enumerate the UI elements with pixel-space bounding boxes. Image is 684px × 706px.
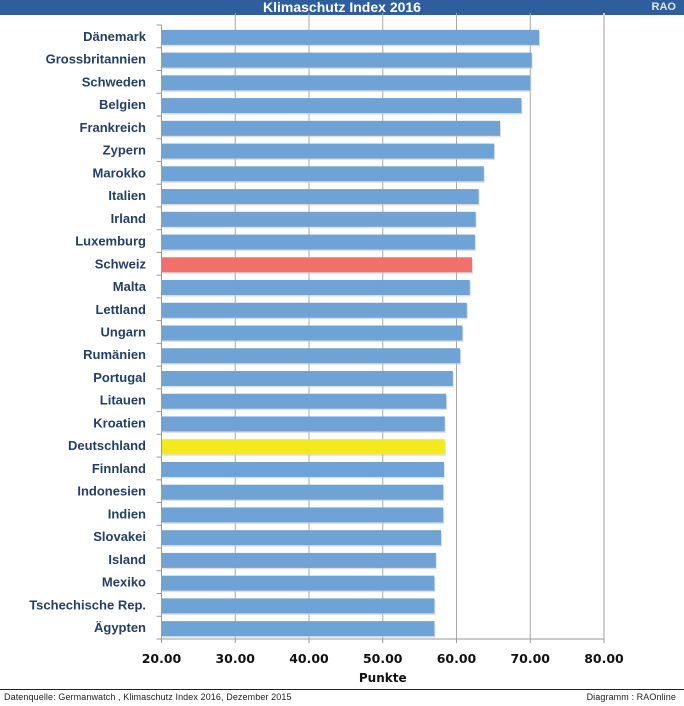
x-tick-label: 80.00 [584, 651, 624, 666]
bar-chart: Dänemark Grossbritannien Schweden Belgien Fr… [29, 13, 624, 685]
category-label: Litauen [100, 393, 146, 408]
diagram-credit: Diagramm : RAOnline [586, 692, 676, 702]
bar-portugal [161, 370, 453, 386]
category-label: Ägypten [94, 620, 146, 635]
bar-indonesien [161, 484, 444, 500]
x-axis-title: Punkte [359, 671, 407, 685]
category-label: Zypern [103, 143, 146, 158]
brand-logo: RAO [651, 1, 676, 13]
category-label: Dänemark [83, 29, 147, 44]
category-label: Lettland [95, 302, 146, 317]
bar-belgien [161, 98, 522, 114]
bar-zypern [161, 143, 495, 159]
bar-lettland [161, 302, 467, 318]
bar-ägypten [161, 621, 435, 637]
bar-indien [161, 507, 444, 523]
bar-marokko [161, 166, 484, 182]
bar-tschechische-rep- [161, 598, 435, 614]
category-label: Finnland [92, 461, 146, 476]
axes [156, 24, 605, 643]
category-label: Marokko [93, 165, 147, 180]
category-label: Rumänien [83, 347, 146, 362]
bar-irland [161, 211, 476, 227]
bar-frankreich [161, 120, 501, 136]
x-tick-label: 60.00 [437, 651, 477, 666]
bar-litauen [161, 393, 447, 409]
bar-malta [161, 280, 470, 296]
category-label: Ungarn [101, 325, 147, 340]
category-label: Kroatien [93, 415, 146, 430]
x-tick-label: 30.00 [215, 651, 255, 666]
x-tick-label: 50.00 [363, 651, 403, 666]
category-label: Belgien [99, 97, 146, 112]
data-source: Datenquelle: Germanwatch , Klimaschutz I… [4, 692, 292, 702]
category-label: Schweden [82, 74, 146, 89]
footer-divider [0, 689, 684, 690]
category-label: Portugal [93, 370, 146, 385]
category-labels: Dänemark Grossbritannien Schweden Belgien Fr… [29, 29, 147, 635]
category-label: Grossbritannien [46, 52, 146, 67]
category-label: Deutschland [68, 438, 146, 453]
bar-rumänien [161, 348, 461, 364]
category-label: Mexiko [102, 575, 146, 590]
category-label: Malta [113, 279, 147, 294]
bar-grossbritannien [161, 52, 532, 68]
chart-header: Klimaschutz Index 2016 RAO [0, 0, 684, 15]
bar-mexiko [161, 575, 435, 591]
bar-italien [161, 189, 479, 205]
category-label: Island [108, 552, 146, 567]
x-tick-label: 70.00 [510, 651, 550, 666]
bar-island [161, 552, 436, 568]
category-label: Irland [111, 211, 146, 226]
bar-schweiz [161, 257, 472, 273]
bar-ungarn [161, 325, 463, 341]
bar-schweden [161, 75, 531, 91]
bar-kroatien [161, 416, 445, 432]
bar-luxemburg [161, 234, 475, 250]
chart-title: Klimaschutz Index 2016 [263, 0, 421, 15]
category-label: Tschechische Rep. [29, 597, 146, 612]
bar-deutschland [161, 439, 445, 455]
x-tick-label: 40.00 [289, 651, 329, 666]
category-label: Indien [108, 506, 146, 521]
bar-dänemark [161, 29, 540, 45]
bars [161, 29, 541, 638]
bar-slovakei [161, 530, 442, 546]
category-label: Italien [108, 188, 146, 203]
category-label: Luxemburg [75, 234, 146, 249]
category-label: Frankreich [80, 120, 147, 135]
category-label: Schweiz [95, 256, 147, 271]
tick-labels: 20.00 30.00 40.00 50.00 60.00 70.00 80.00 [142, 651, 624, 666]
category-label: Indonesien [77, 484, 146, 499]
category-label: Slovakei [93, 529, 146, 544]
bar-finnland [161, 461, 444, 477]
x-tick-label: 20.00 [142, 651, 182, 666]
